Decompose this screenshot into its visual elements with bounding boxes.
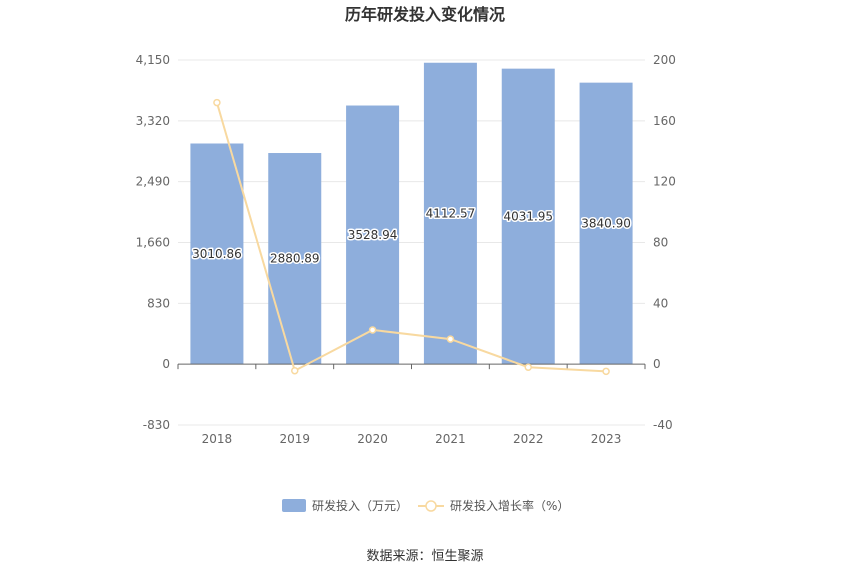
bars-group bbox=[190, 62, 633, 365]
x-tick-label: 2021 bbox=[435, 432, 466, 446]
x-tick-label: 2023 bbox=[591, 432, 622, 446]
bar bbox=[268, 153, 322, 365]
bar-data-label: 4112.57 bbox=[426, 206, 476, 220]
y-right-tick-label: 40 bbox=[653, 296, 668, 310]
bar-data-label: 2880.89 bbox=[270, 252, 320, 266]
bar-data-label: 3010.86 bbox=[192, 247, 242, 261]
x-tick-label: 2019 bbox=[279, 432, 310, 446]
bar bbox=[423, 62, 477, 365]
legend-line-marker[interactable] bbox=[425, 500, 437, 512]
growth-point bbox=[602, 367, 610, 376]
y-left-tick-label: 3,320 bbox=[136, 114, 170, 128]
y-right-tick-label: 200 bbox=[653, 53, 676, 67]
legend: 研发投入（万元） 研发投入增长率（%） bbox=[282, 498, 569, 513]
y-right-tick-label: -40 bbox=[653, 418, 673, 432]
bar bbox=[501, 68, 555, 365]
growth-point bbox=[291, 366, 299, 375]
bar-data-label: 4031.95 bbox=[503, 209, 553, 223]
y-left-tick-label: 2,490 bbox=[136, 175, 170, 189]
x-tick-label: 2022 bbox=[513, 432, 544, 446]
y-left-tick-label: 0 bbox=[162, 357, 170, 371]
y-left-tick-label: 830 bbox=[147, 296, 170, 310]
growth-point bbox=[524, 363, 532, 371]
growth-line bbox=[215, 102, 607, 373]
bar-data-label: 3840.90 bbox=[581, 216, 631, 230]
legend-bar-label[interactable]: 研发投入（万元） bbox=[312, 498, 408, 513]
growth-point bbox=[368, 326, 377, 334]
growth-point bbox=[213, 98, 221, 107]
x-tick-label: 2020 bbox=[357, 432, 388, 446]
legend-line-label[interactable]: 研发投入增长率（%） bbox=[450, 498, 569, 513]
bar-data-label: 3528.94 bbox=[348, 228, 398, 242]
growth-line-group bbox=[213, 98, 610, 376]
chart-title: 历年研发投入变化情况 bbox=[345, 5, 505, 24]
legend-bar-swatch[interactable] bbox=[282, 499, 306, 512]
y-right-tick-label: 0 bbox=[653, 357, 661, 371]
y-right-tick-label: 120 bbox=[653, 175, 676, 189]
bar bbox=[579, 82, 633, 365]
growth-point bbox=[446, 335, 455, 343]
y-left-tick-label: -830 bbox=[143, 418, 170, 432]
x-tick-label: 2018 bbox=[202, 432, 233, 446]
bar bbox=[190, 143, 244, 365]
data-source: 数据来源：恒生聚源 bbox=[366, 549, 483, 564]
y-right-tick-label: 160 bbox=[653, 114, 676, 128]
y-left-tick-label: 1,660 bbox=[136, 236, 170, 250]
bar-labels-group: 3010.86 2880.89 3528.94 4112.57 4031.95 3840.… bbox=[191, 205, 633, 267]
y-left-tick-label: 4,150 bbox=[136, 53, 170, 67]
y-right-tick-label: 80 bbox=[653, 236, 668, 250]
bar bbox=[346, 105, 400, 365]
gridlines bbox=[178, 59, 645, 426]
axes-group: 4,150 3,320 2,490 1,660 830 0 -830 200 160 120 80 4… bbox=[136, 53, 676, 446]
